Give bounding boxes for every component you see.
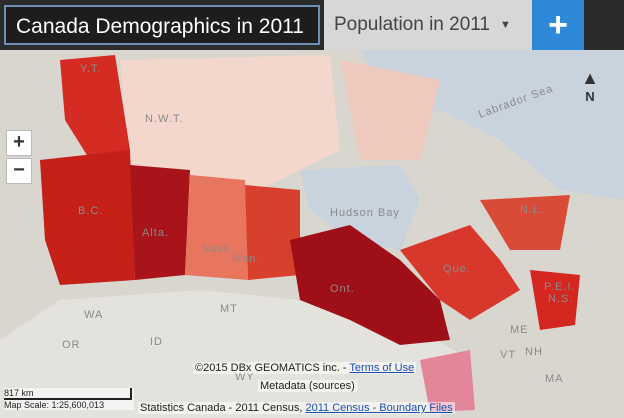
map-label: N.W.T. [145,113,183,125]
title: Canada Demographics in 2011 [4,5,320,45]
map-label: Alta. [142,227,169,239]
copyright: ©2015 DBx GEOMATICS inc. - Terms of Use [193,362,417,374]
map-label: Que. [443,263,471,275]
map-label: WY [235,371,255,383]
manitoba [245,185,300,280]
hudson-bay [300,165,420,250]
boundary-link[interactable]: 2011 Census - Boundary Files [305,402,453,414]
source: Statistics Canada - 2011 Census, 2011 Ce… [138,402,455,414]
map-label: VT [500,349,516,361]
arrow-icon: ▲ [581,68,599,88]
nunavut [340,60,440,160]
map-label: ME [510,324,529,336]
map-label: WA [84,309,103,321]
map-label: Y.T. [80,63,102,75]
maritimes [530,270,580,330]
scale-bar: 817 km Map Scale: 1:25,600,013 [4,388,134,410]
saskatchewan [185,175,248,280]
map-label: N.L. [520,204,544,216]
map-label: Man. [232,253,260,265]
dropdown[interactable]: Population in 2011 ▼ [324,0,530,50]
map-label: ID [150,336,163,348]
map-label: OR [62,339,81,351]
add-button[interactable]: + [532,0,584,50]
labrador [480,195,570,250]
north-arrow: ▲ N [578,68,602,104]
source-text: Statistics Canada - 2011 Census, [140,402,306,414]
map-label: Sask. [202,243,235,255]
map-label: MT [220,303,238,315]
bc [40,150,135,285]
map-label: NH [525,346,543,358]
dropdown-label: Population in 2011 [334,14,490,35]
map-label: P.E.I. [544,281,575,293]
quebec [400,225,520,320]
north-label: N [585,89,595,104]
map-label: N.S. [548,293,573,305]
scale-ratio: Map Scale: 1:25,600,013 [4,400,105,410]
alberta [130,165,190,280]
map-label: MA [545,373,564,385]
header-fill [584,0,624,50]
terms-link[interactable]: Terms of Use [349,362,415,374]
copyright-text: ©2015 DBx GEOMATICS inc. - [195,362,350,374]
territories [120,55,340,190]
metadata[interactable]: Metadata (sources) [258,380,357,392]
map-label: Hudson Bay [330,207,400,219]
scale-distance: 817 km [4,388,132,400]
ontario [290,225,450,345]
highlight [420,350,475,412]
title-box: Canada Demographics in 2011 [0,0,324,50]
map-label: B.C. [78,205,103,217]
zoom-out[interactable]: − [6,158,32,184]
map-label: Ont. [330,283,355,295]
zoom-in[interactable]: + [6,130,32,156]
dropdown-caret: ▼ [500,19,511,31]
yukon [60,55,130,160]
